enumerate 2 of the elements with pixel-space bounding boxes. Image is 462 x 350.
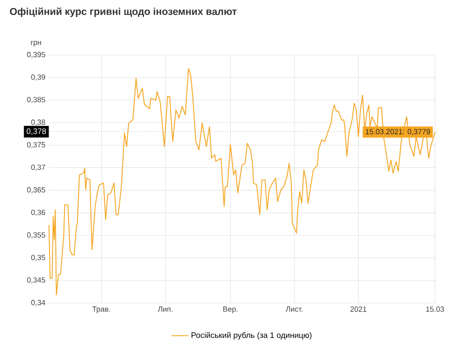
line-series <box>48 68 436 296</box>
chart-title: Офіційний курс гривні щодо іноземних валют <box>10 8 237 17</box>
